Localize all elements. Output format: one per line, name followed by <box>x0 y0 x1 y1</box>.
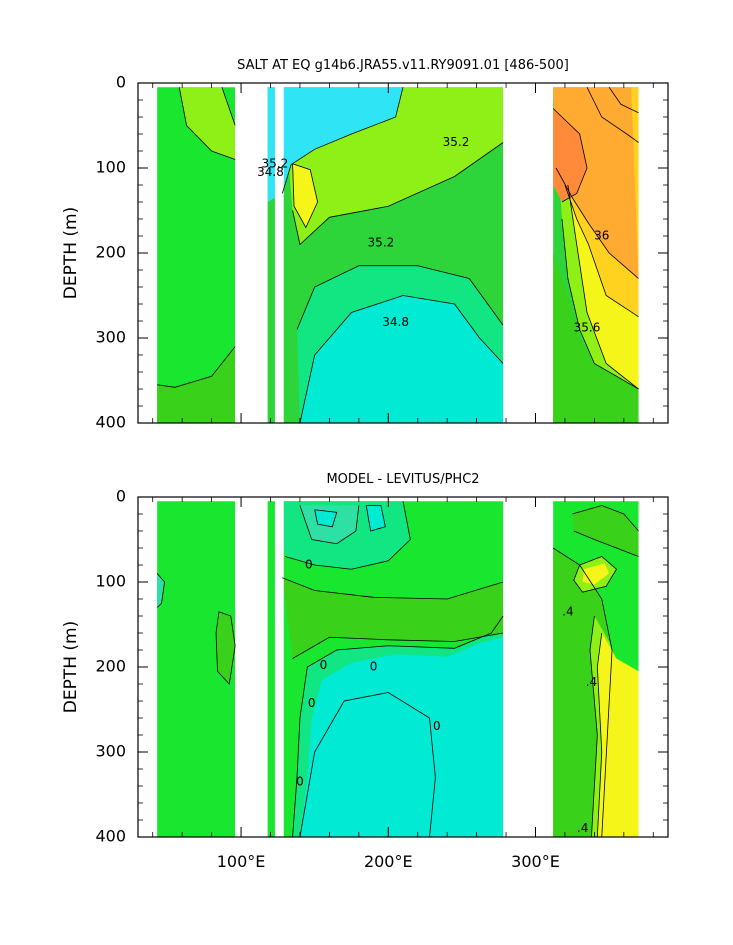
contour-line <box>215 611 236 685</box>
contour-line <box>157 346 236 388</box>
contour-line <box>281 87 404 194</box>
filled-contour-region <box>216 611 236 684</box>
filled-contour-region <box>274 83 284 423</box>
contour-line <box>299 505 360 545</box>
contour-label: 0 <box>370 660 378 674</box>
contour-label: 0 <box>296 774 304 788</box>
contour-label: 35.2 <box>368 235 395 249</box>
contour-line <box>299 692 436 837</box>
y-tick-label: 200 <box>95 657 126 676</box>
contour-label: .4 <box>577 821 588 835</box>
y-tick-label: 400 <box>95 413 126 432</box>
contour-label: 35.2 <box>262 156 289 170</box>
contour-label: 0 <box>308 696 316 710</box>
filled-contour-region <box>267 87 403 202</box>
y-axis-label: DEPTH (m) <box>61 621 81 713</box>
filled-contour-region <box>157 346 236 423</box>
contour-line <box>314 509 338 528</box>
contour-line <box>573 556 617 593</box>
filled-contour-region <box>553 253 639 423</box>
contour-line <box>296 265 504 330</box>
y-tick-label: 300 <box>95 328 126 347</box>
x-tick-label: 300°E <box>511 852 560 871</box>
contour-line <box>292 615 504 837</box>
filled-contour-region <box>503 497 554 837</box>
y-tick-label: 300 <box>95 742 126 761</box>
contour-label: 34.8 <box>382 315 409 329</box>
contour-line <box>586 87 639 143</box>
filled-contour-region <box>157 501 236 837</box>
y-tick-label: 100 <box>95 158 126 177</box>
filled-contour-region <box>299 295 504 423</box>
y-tick-label: 0 <box>116 487 126 506</box>
x-tick-label: 200°E <box>364 852 413 871</box>
contour-line <box>564 184 639 318</box>
contour-line <box>282 577 504 600</box>
filled-contour-region <box>157 87 236 423</box>
filled-contour-region <box>299 692 436 837</box>
contour-line <box>365 505 386 532</box>
contour-line <box>156 573 165 608</box>
filled-contour-region <box>314 509 337 527</box>
contour-label: 36 <box>594 229 609 243</box>
contour-label: 0 <box>320 658 328 672</box>
y-tick-label: 100 <box>95 572 126 591</box>
contour-line <box>292 632 504 659</box>
contour-label: 0 <box>305 558 313 572</box>
filled-contour-region <box>597 633 639 837</box>
contour-line <box>608 87 639 114</box>
panel-2: 0 0 0 0 0 0 .4 .4 .4 MODEL - LEVITUS/PHC2 0 100 200 3… <box>61 472 669 871</box>
filled-contour-region <box>235 497 268 837</box>
x-tick-label: 100°E <box>217 852 266 871</box>
contour-label: 0 <box>433 719 441 733</box>
y-tick-label: 200 <box>95 243 126 262</box>
filled-contour-region <box>292 163 318 228</box>
y-tick-label: 400 <box>95 827 126 846</box>
contour-line <box>561 218 639 390</box>
contour-line <box>292 163 319 229</box>
contour-line <box>299 295 504 423</box>
contour-label: 34.8 <box>257 165 284 179</box>
filled-contour-region <box>366 505 386 531</box>
panel-title: SALT AT EQ g14b6.JRA55.v11.RY9091.01 [48… <box>237 58 569 73</box>
contour-line <box>573 530 639 557</box>
filled-contour-region <box>503 83 554 423</box>
filled-contour-region <box>297 265 504 423</box>
contour-line <box>552 108 588 203</box>
filled-contour-region <box>179 87 236 160</box>
panel-title: MODEL - LEVITUS/PHC2 <box>326 472 479 487</box>
contour-label: .4 <box>562 604 573 618</box>
filled-contour-region <box>157 573 165 608</box>
contour-line <box>552 547 613 837</box>
contour-line <box>178 87 236 160</box>
contour-line <box>555 167 639 279</box>
contour-label: 35.6 <box>574 320 601 334</box>
filled-contour-region <box>282 577 504 659</box>
y-axis-label: DEPTH (m) <box>61 207 81 299</box>
filled-contour-region <box>274 497 284 837</box>
filled-contour-region <box>235 83 268 423</box>
contour-label: .4 <box>586 675 597 689</box>
contour-line <box>596 632 603 837</box>
contour-label: 35.2 <box>443 135 470 149</box>
filled-contour-region <box>572 505 639 557</box>
contour-line <box>221 87 236 126</box>
y-tick-label: 0 <box>116 73 126 92</box>
contour-line <box>572 505 639 532</box>
filled-contour-region <box>299 637 504 837</box>
contour-line <box>292 142 504 246</box>
contour-line <box>285 501 411 570</box>
contour-field: 0 0 0 0 0 0 .4 .4 .4 <box>138 497 668 837</box>
contour-line <box>567 184 639 390</box>
contour-line <box>589 615 598 837</box>
